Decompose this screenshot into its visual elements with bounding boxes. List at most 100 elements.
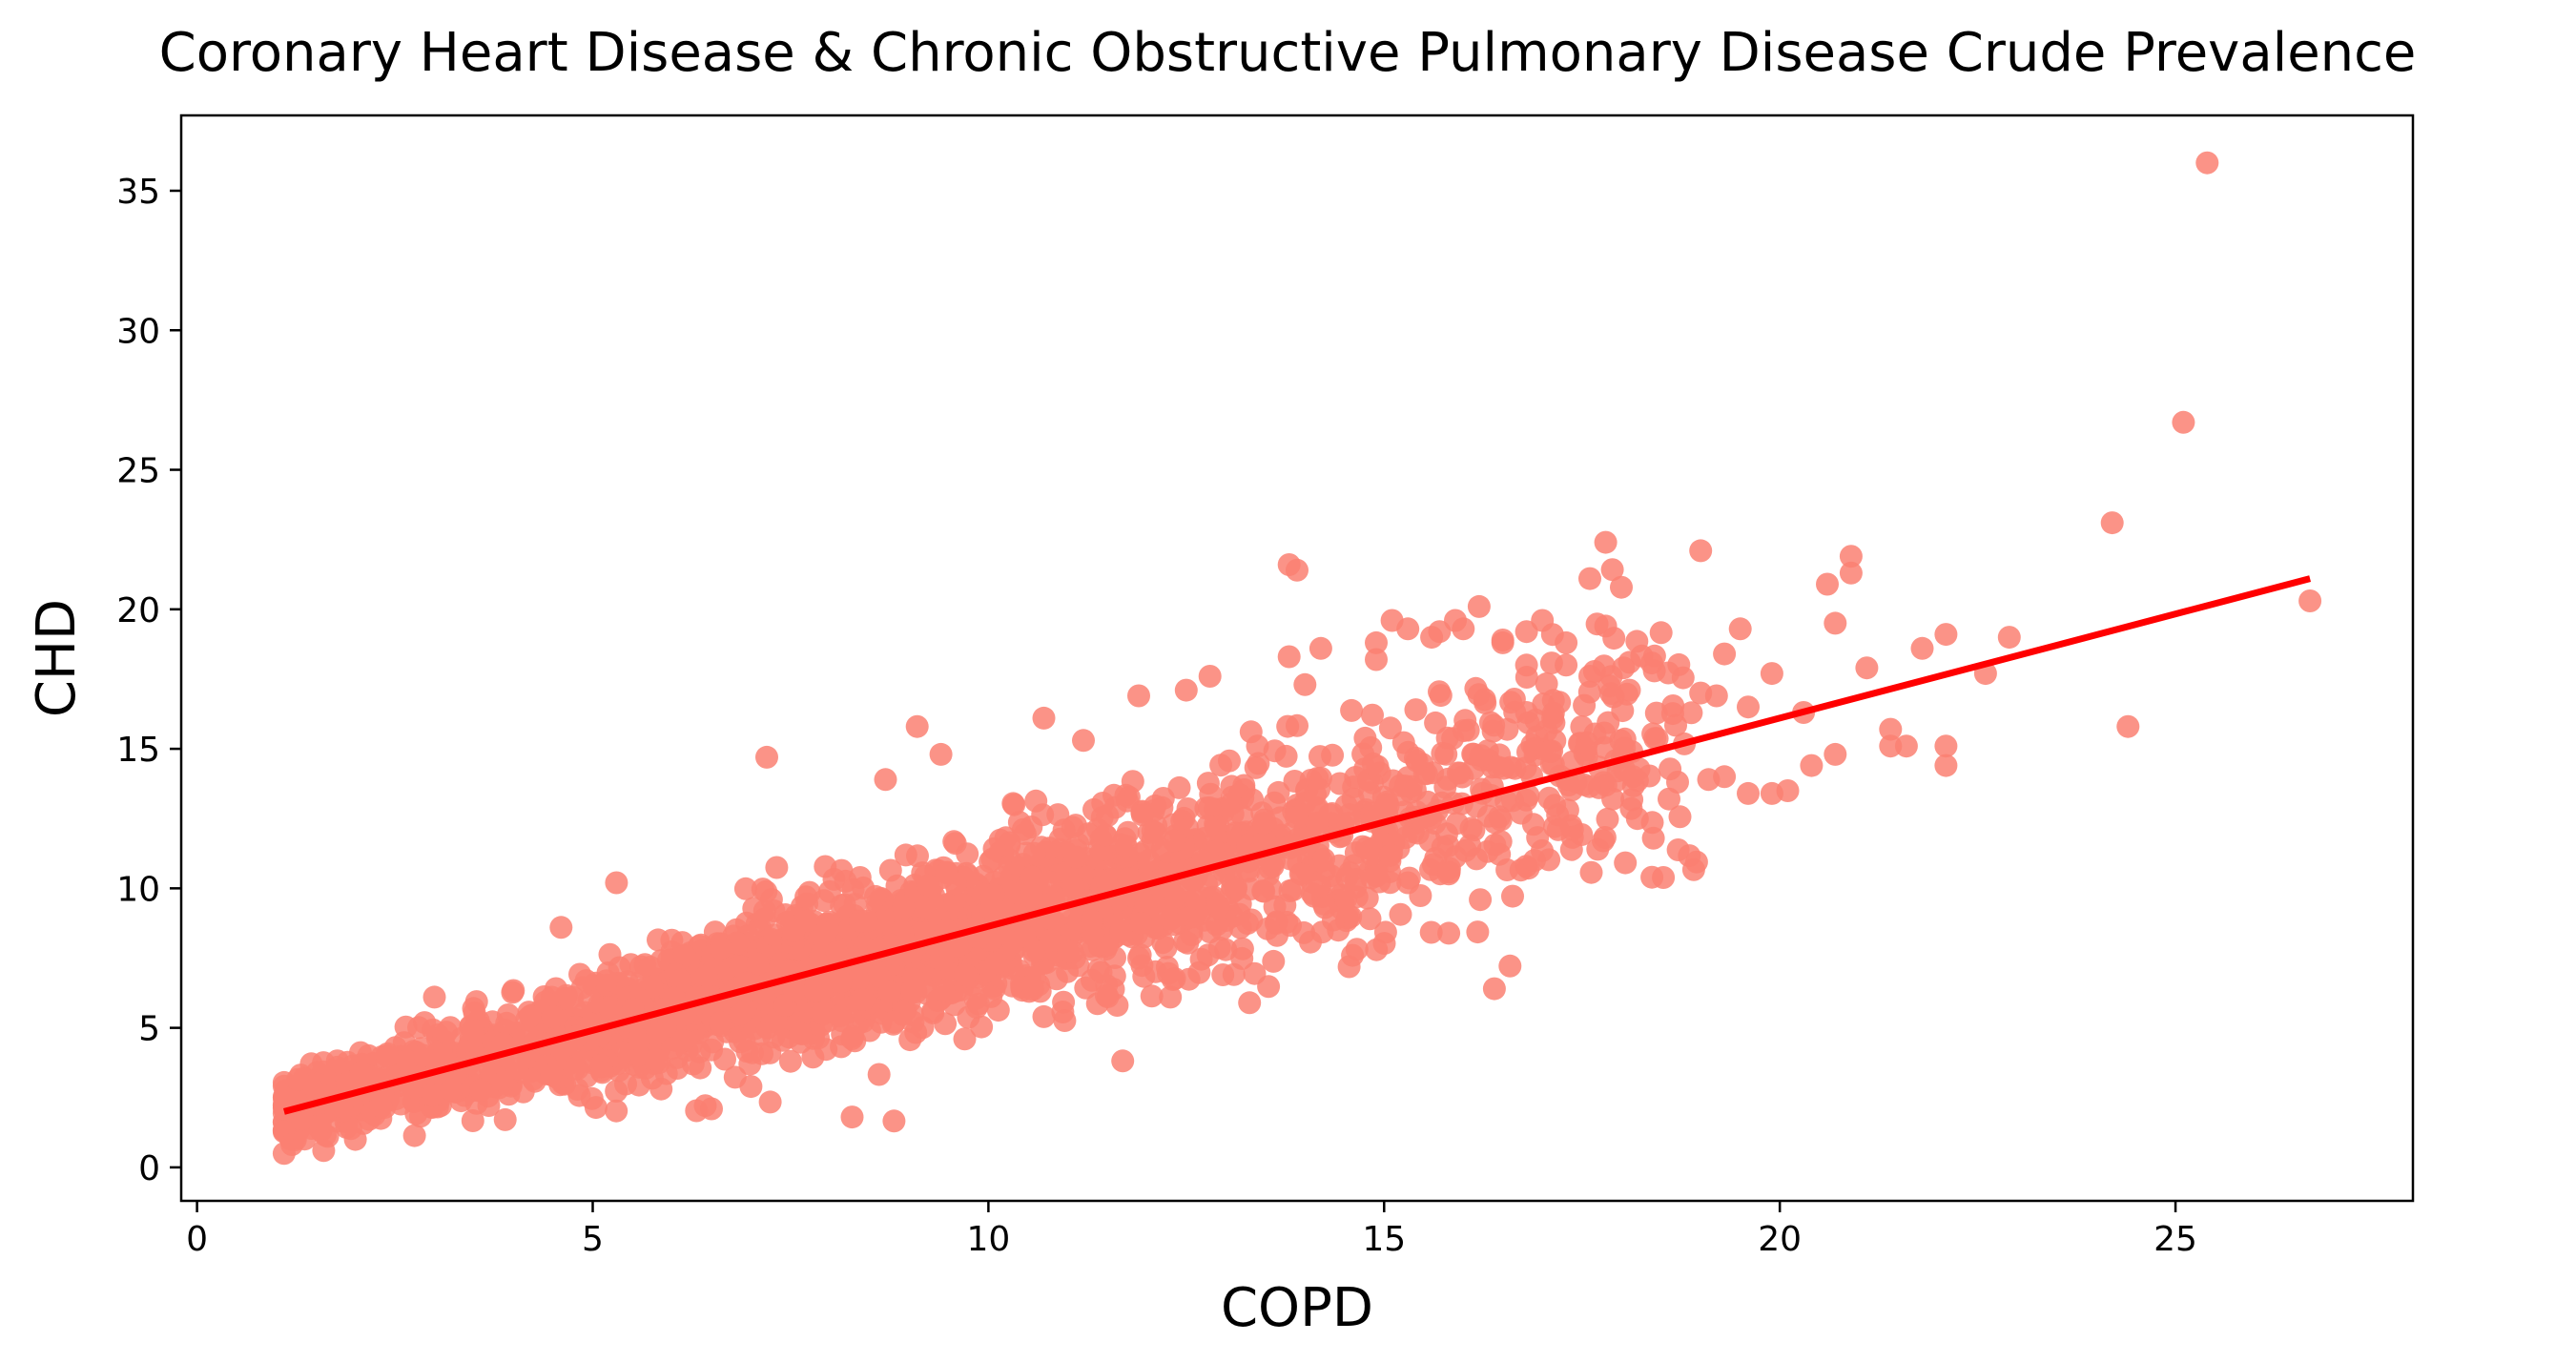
scatter-point bbox=[1057, 940, 1081, 963]
scatter-point bbox=[956, 842, 979, 866]
scatter-point bbox=[1361, 703, 1384, 727]
scatter-point bbox=[1164, 885, 1187, 909]
scatter-point bbox=[963, 987, 987, 1011]
scatter-point bbox=[1618, 651, 1641, 674]
scatter-point bbox=[929, 742, 953, 766]
scatter-point bbox=[1162, 813, 1185, 836]
x-tick-label: 5 bbox=[582, 1220, 604, 1259]
scatter-point bbox=[1238, 991, 1262, 1015]
scatter-point bbox=[1093, 823, 1117, 847]
scatter-point bbox=[343, 1127, 367, 1151]
scatter-point bbox=[1013, 924, 1037, 948]
scatter-point bbox=[308, 1112, 332, 1136]
scatter-point bbox=[1680, 701, 1703, 725]
scatter-point bbox=[1163, 913, 1185, 937]
y-tick-label: 0 bbox=[138, 1149, 160, 1188]
scatter-point bbox=[1423, 812, 1447, 835]
scatter-point bbox=[540, 1063, 563, 1086]
scatter-point bbox=[1007, 811, 1031, 835]
scatter-point bbox=[502, 979, 526, 1002]
scatter-point bbox=[1094, 983, 1118, 1007]
scatter-point bbox=[1032, 1004, 1056, 1028]
scatter-point bbox=[1268, 806, 1292, 830]
scatter-point bbox=[1340, 698, 1364, 722]
scatter-point bbox=[1613, 727, 1637, 751]
scatter-point bbox=[293, 1127, 317, 1151]
scatter-point bbox=[1365, 648, 1388, 671]
scatter-point bbox=[1910, 636, 1934, 660]
scatter-point bbox=[846, 968, 870, 992]
scatter-point bbox=[825, 940, 849, 964]
scatter-point bbox=[733, 877, 757, 900]
scatter-point bbox=[369, 1095, 393, 1119]
scatter-point bbox=[1127, 684, 1150, 708]
scatter-point bbox=[1355, 886, 1379, 910]
y-tick-label: 25 bbox=[116, 452, 160, 491]
scatter-point bbox=[1555, 653, 1578, 677]
scatter-point bbox=[1556, 798, 1579, 822]
scatter-point bbox=[1578, 665, 1601, 688]
scatter-point bbox=[1444, 609, 1467, 632]
scatter-point bbox=[782, 919, 806, 942]
scatter-point bbox=[1286, 713, 1309, 737]
scatter-point bbox=[661, 1037, 685, 1061]
scatter-point bbox=[739, 1075, 763, 1099]
scatter-point bbox=[2116, 714, 2140, 738]
scatter-point bbox=[1437, 921, 1461, 945]
scatter-point bbox=[1159, 985, 1183, 1009]
scatter-point bbox=[1389, 902, 1412, 926]
scatter-point bbox=[695, 964, 719, 987]
scatter-point bbox=[1459, 816, 1483, 840]
scatter-point bbox=[1064, 845, 1088, 869]
scatter-point bbox=[1321, 743, 1345, 767]
scatter-point bbox=[1039, 929, 1062, 952]
scatter-point bbox=[1196, 815, 1220, 838]
scatter-point bbox=[496, 1003, 520, 1026]
scatter-point bbox=[1187, 960, 1211, 984]
scatter-point bbox=[1522, 849, 1546, 873]
scatter-point bbox=[1365, 630, 1388, 654]
scatter-point bbox=[1099, 870, 1122, 894]
scatter-point bbox=[645, 1048, 669, 1072]
scatter-point bbox=[1578, 567, 1601, 590]
scatter-point bbox=[1713, 642, 1737, 666]
scatter-point bbox=[1214, 938, 1238, 961]
scatter-point bbox=[1594, 530, 1618, 554]
scatter-point bbox=[1839, 545, 1863, 568]
scatter-point bbox=[1161, 968, 1185, 991]
scatter-point bbox=[1241, 788, 1265, 812]
scatter-point bbox=[1520, 733, 1544, 756]
scatter-point bbox=[1586, 837, 1610, 861]
scatter-point bbox=[394, 1015, 418, 1039]
scatter-point bbox=[1114, 835, 1138, 858]
scatter-point bbox=[828, 1004, 852, 1027]
scatter-point bbox=[1274, 744, 1298, 768]
scatter-point bbox=[1140, 984, 1164, 1008]
scatter-point bbox=[758, 1090, 782, 1114]
y-tick-label: 10 bbox=[116, 870, 160, 909]
scatter-point bbox=[1644, 701, 1668, 725]
scatter-point bbox=[1689, 539, 1713, 563]
scatter-point bbox=[882, 1109, 906, 1133]
scatter-point bbox=[638, 955, 662, 979]
scatter-point bbox=[1150, 795, 1174, 819]
scatter-point bbox=[857, 1019, 881, 1043]
scatter-point bbox=[1279, 914, 1302, 938]
scatter-point bbox=[1308, 777, 1330, 801]
scatter-point bbox=[1879, 717, 1903, 741]
scatter-point bbox=[709, 937, 732, 960]
scatter-point bbox=[1240, 908, 1264, 932]
scatter-point bbox=[1652, 866, 1676, 889]
regression-line bbox=[282, 575, 2312, 1115]
scatter-point bbox=[1378, 716, 1402, 740]
scatter-point bbox=[1285, 806, 1309, 830]
scatter-point bbox=[440, 1078, 464, 1102]
scatter-point bbox=[1198, 795, 1222, 819]
scatter-point bbox=[729, 1002, 752, 1026]
scatter-point bbox=[1760, 662, 1783, 686]
scatter-point bbox=[1483, 811, 1507, 835]
scatter-point bbox=[1109, 919, 1133, 943]
scatter-point bbox=[813, 921, 836, 945]
y-tick-label: 30 bbox=[116, 312, 160, 351]
y-axis: 0 5 10 15 20 25 30 35 bbox=[116, 173, 181, 1188]
